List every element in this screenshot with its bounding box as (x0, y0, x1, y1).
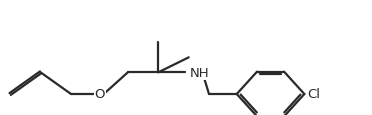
Text: NH: NH (189, 66, 209, 79)
Text: Cl: Cl (307, 88, 320, 101)
Text: O: O (94, 88, 105, 101)
